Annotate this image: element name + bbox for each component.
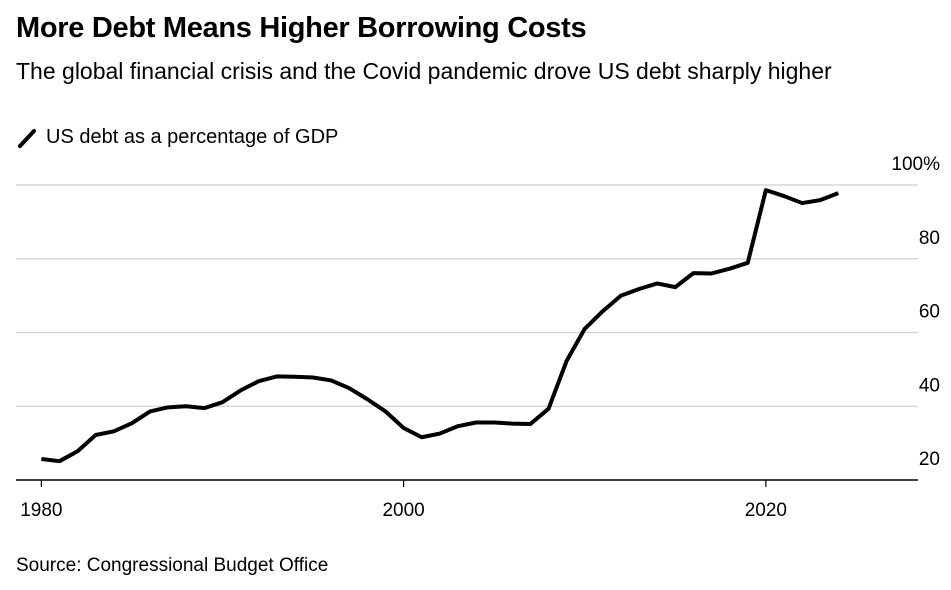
x-tick-label: 1980 bbox=[20, 500, 62, 521]
legend: US debt as a percentage of GDP bbox=[16, 126, 338, 149]
y-tick-label: 60 bbox=[919, 302, 940, 323]
y-tick-label: 100% bbox=[891, 154, 940, 175]
chart-title: More Debt Means Higher Borrowing Costs bbox=[16, 12, 587, 44]
y-tick-label: 80 bbox=[919, 228, 940, 249]
x-tick-label: 2000 bbox=[382, 500, 424, 521]
chart-subtitle: The global financial crisis and the Covi… bbox=[16, 58, 832, 84]
legend-label: US debt as a percentage of GDP bbox=[46, 126, 339, 148]
x-tick-label: 2020 bbox=[745, 500, 787, 521]
y-tick-label: 20 bbox=[919, 449, 940, 470]
data-line bbox=[41, 188, 840, 464]
legend-swatch bbox=[18, 128, 36, 148]
source: Source: Congressional Budget Office bbox=[16, 555, 329, 576]
y-tick-label: 40 bbox=[919, 375, 940, 396]
